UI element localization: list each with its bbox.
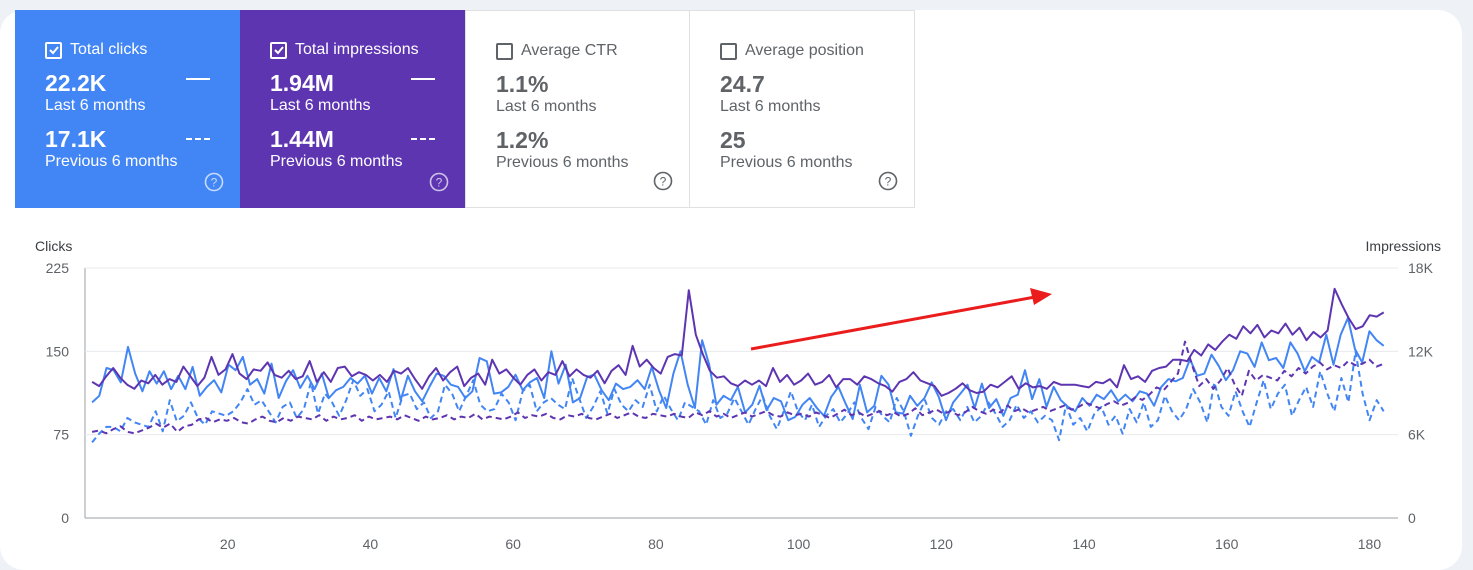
x-tick-label: 20 <box>220 536 236 552</box>
current-period-label: Last 6 months <box>270 97 371 114</box>
axis-ticks: 0 75 150 225 0 6K 12K 18K 20 40 60 80 100 120 140 160 18… <box>46 260 1434 552</box>
solid-line-legend-icon <box>411 78 435 80</box>
x-tick-label: 40 <box>363 536 379 552</box>
right-tick-label: 12K <box>1408 343 1434 359</box>
current-value: 1.1% <box>496 71 549 97</box>
card-title: Total impressions <box>270 40 465 60</box>
card-label: Average position <box>745 42 864 59</box>
x-tick-label: 140 <box>1072 536 1096 552</box>
x-tick-label: 60 <box>505 536 521 552</box>
card-label: Total clicks <box>70 41 148 58</box>
left-axis-title: Clicks <box>35 238 72 254</box>
previous-period-label: Previous 6 months <box>496 154 629 171</box>
performance-chart: Clicks Impressions 0 75 150 225 0 6K 12K 18K 20 4… <box>35 238 1441 552</box>
x-tick-label: 160 <box>1215 536 1239 552</box>
right-tick-label: 18K <box>1408 260 1434 276</box>
card-title: Average position <box>720 41 914 61</box>
checkbox-unchecked-icon[interactable] <box>720 42 737 60</box>
right-tick-label: 0 <box>1408 510 1416 526</box>
current-value: 22.2K <box>45 70 107 96</box>
previous-value: 17.1K <box>45 126 107 152</box>
previous-value: 25 <box>720 127 746 153</box>
previous-period-label: Previous 6 months <box>270 153 403 170</box>
checkbox-unchecked-icon[interactable] <box>496 42 513 60</box>
help-icon[interactable]: ? <box>429 172 449 192</box>
card-total-impressions[interactable]: Total impressions 1.94M Last 6 months 1.… <box>240 10 465 208</box>
svg-text:?: ? <box>660 175 667 189</box>
help-icon[interactable]: ? <box>204 172 224 192</box>
svg-text:?: ? <box>211 176 218 190</box>
clicks-dashed-series-line <box>91 350 1385 444</box>
x-tick-label: 120 <box>930 536 954 552</box>
right-axis-title: Impressions <box>1366 238 1441 254</box>
card-total-clicks[interactable]: Total clicks 22.2K Last 6 months 17.1K P… <box>15 10 240 208</box>
help-icon[interactable]: ? <box>653 171 673 191</box>
x-tick-label: 180 <box>1358 536 1382 552</box>
chart-grid <box>84 267 1398 519</box>
left-tick-label: 225 <box>46 260 70 276</box>
previous-period-label: Previous 6 months <box>45 153 178 170</box>
current-period-label: Last 6 months <box>720 98 821 115</box>
chart-series <box>91 287 1385 444</box>
current-period-label: Last 6 months <box>45 97 146 114</box>
left-tick-label: 0 <box>61 510 69 526</box>
impressions-solid-series-line <box>91 287 1385 397</box>
card-label: Average CTR <box>521 42 618 59</box>
previous-value: 1.2% <box>496 127 549 153</box>
previous-value: 1.44M <box>270 126 334 152</box>
card-average-position[interactable]: Average position 24.7 Last 6 months 25 P… <box>690 10 915 208</box>
x-tick-label: 100 <box>787 536 811 552</box>
svg-text:?: ? <box>885 175 892 189</box>
current-period-label: Last 6 months <box>496 98 597 115</box>
card-title: Average CTR <box>496 41 689 61</box>
previous-period-label: Previous 6 months <box>720 154 853 171</box>
current-value: 24.7 <box>720 71 765 97</box>
checkbox-checked-icon[interactable] <box>270 41 287 59</box>
card-title: Total clicks <box>45 40 240 60</box>
left-tick-label: 75 <box>53 427 69 443</box>
right-tick-label: 6K <box>1408 427 1426 443</box>
x-tick-label: 80 <box>648 536 664 552</box>
solid-line-legend-icon <box>186 78 210 80</box>
svg-text:?: ? <box>436 176 443 190</box>
impressions-dashed-series-line <box>91 340 1385 435</box>
dashed-line-legend-icon <box>411 138 435 140</box>
current-value: 1.94M <box>270 70 334 96</box>
left-tick-label: 150 <box>46 343 70 359</box>
dashed-line-legend-icon <box>186 138 210 140</box>
trend-arrow-annotation <box>750 288 1052 351</box>
help-icon[interactable]: ? <box>878 171 898 191</box>
metric-cards: Total clicks 22.2K Last 6 months 17.1K P… <box>15 10 915 208</box>
card-average-ctr[interactable]: Average CTR 1.1% Last 6 months 1.2% Prev… <box>465 10 690 208</box>
checkbox-checked-icon[interactable] <box>45 41 62 59</box>
card-label: Total impressions <box>295 41 419 58</box>
